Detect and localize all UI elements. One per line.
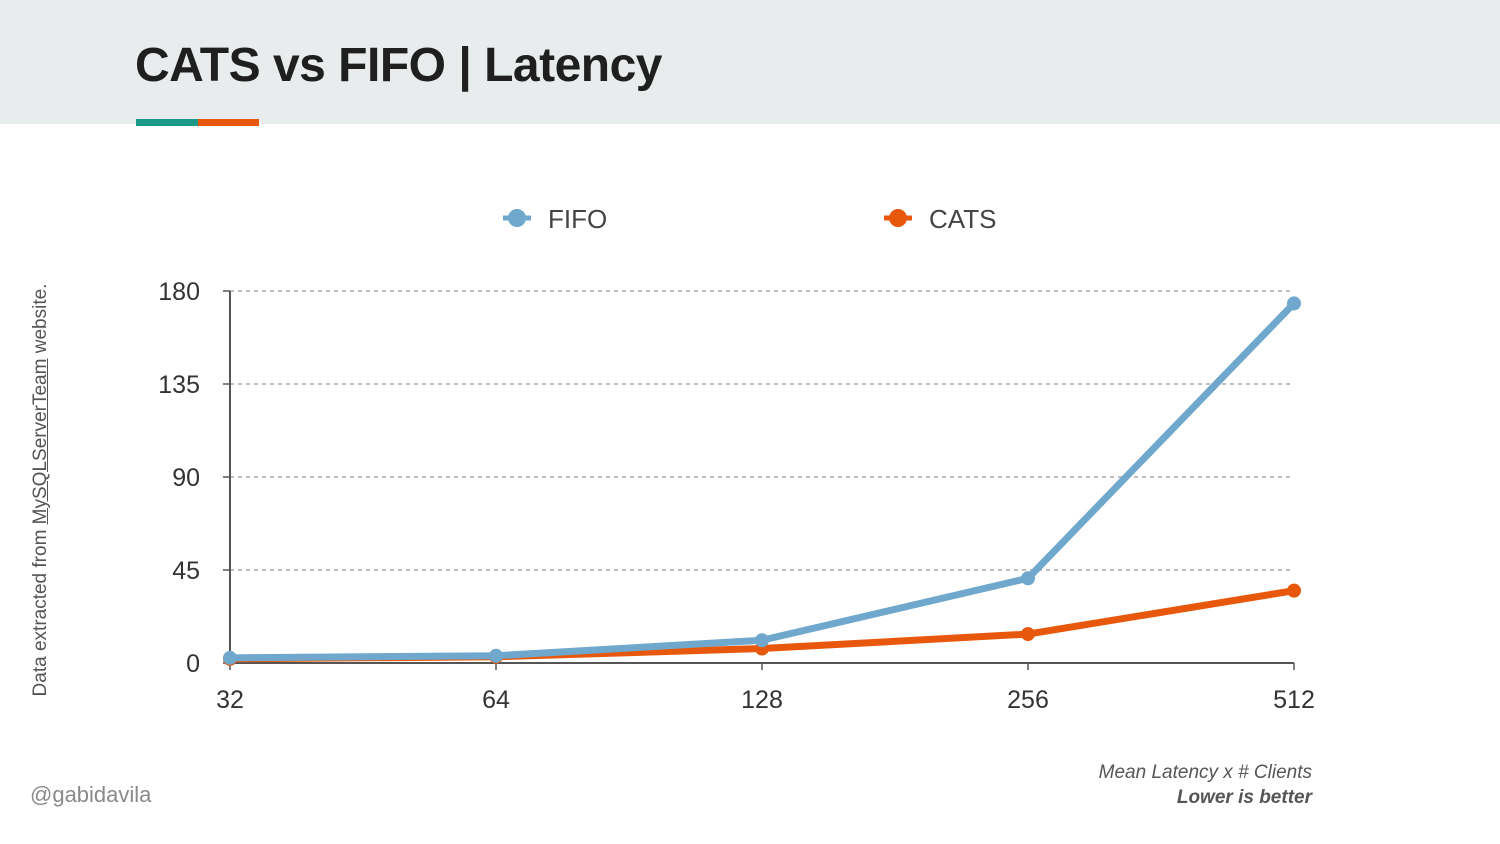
fifo-legend-label: FIFO <box>548 204 607 234</box>
accent-bar-orange <box>198 119 259 126</box>
cats-legend-marker <box>889 209 907 227</box>
grid-layer <box>230 290 1294 571</box>
cats-data-point <box>1021 627 1035 642</box>
fifo-data-point <box>755 633 769 648</box>
label-layer: 0 45 90 135 180 32 64 128 256 512 <box>158 278 1315 714</box>
x-tick-label: 64 <box>482 686 510 714</box>
y-tick-label: 0 <box>186 650 200 678</box>
x-tick-label: 256 <box>1007 686 1049 714</box>
axis-layer <box>223 290 1295 670</box>
chart-footnote: Mean Latency x # Clients Lower is better <box>1099 760 1312 810</box>
y-tick-label: 90 <box>172 464 200 492</box>
x-tick-label: 32 <box>216 686 244 714</box>
fifo-data-point <box>1287 296 1301 311</box>
slide-title: CATS vs FIFO | Latency <box>135 39 662 92</box>
footnote-lower-is-better: Lower is better <box>1176 787 1312 808</box>
fifo-data-point <box>223 650 237 665</box>
y-tick-label: 180 <box>158 278 200 306</box>
x-tick-label: 128 <box>741 686 783 714</box>
cats-legend-label: CATS <box>929 204 996 234</box>
accent-bar-teal <box>136 119 198 126</box>
y-tick-label: 135 <box>158 371 200 399</box>
y-tick-label: 45 <box>172 557 200 585</box>
cats-data-point <box>1287 583 1301 598</box>
fifo-data-point <box>1021 571 1035 586</box>
series-layer <box>223 296 1301 666</box>
footnote-caption: Mean Latency x # Clients <box>1098 762 1312 783</box>
header-bar <box>0 0 1500 124</box>
legend-layer: FIFO CATS <box>503 204 996 234</box>
fifo-data-point <box>489 648 503 663</box>
x-tick-label: 512 <box>1273 686 1315 714</box>
author-handle: @gabidavila <box>30 782 152 807</box>
fifo-series-line <box>226 299 1298 662</box>
fifo-legend-marker <box>508 209 526 227</box>
